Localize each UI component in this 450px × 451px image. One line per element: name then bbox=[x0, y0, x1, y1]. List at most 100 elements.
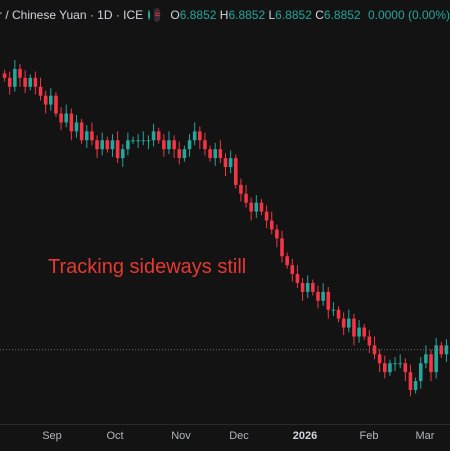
candle-series bbox=[2, 60, 449, 397]
candle-body bbox=[18, 68, 22, 78]
ohlc-values: O6.8852 H6.8852 L6.8852 C6.8852 0.0000 (… bbox=[170, 8, 450, 22]
close-value: 6.8852 bbox=[323, 8, 361, 22]
candle-body bbox=[285, 256, 289, 266]
candle-body bbox=[162, 140, 166, 150]
candle-body bbox=[388, 363, 392, 373]
candle-body bbox=[362, 327, 367, 337]
candle-body bbox=[228, 158, 233, 168]
candle-body bbox=[33, 77, 38, 87]
x-tick-label: Oct bbox=[106, 430, 124, 442]
candle-body bbox=[264, 211, 269, 221]
candle-body bbox=[347, 318, 351, 328]
close-label: C bbox=[315, 8, 324, 22]
candle-body bbox=[269, 220, 274, 230]
candle-body bbox=[172, 140, 176, 150]
candle-body bbox=[213, 149, 218, 159]
candle-body bbox=[249, 202, 253, 212]
candle-body bbox=[311, 282, 315, 292]
candle-body bbox=[151, 131, 156, 141]
high-label: H bbox=[219, 8, 229, 22]
candle-body bbox=[2, 73, 7, 78]
candle-body bbox=[336, 309, 341, 319]
candle-body bbox=[357, 327, 361, 337]
candle-body bbox=[59, 113, 63, 123]
candle-body bbox=[403, 363, 408, 373]
candle-body bbox=[275, 229, 279, 239]
candle-body bbox=[146, 140, 151, 142]
candle-body bbox=[187, 140, 192, 150]
candle-body bbox=[444, 345, 449, 355]
candle-body bbox=[377, 354, 382, 364]
candle-body bbox=[244, 193, 248, 203]
x-tick-label: Mar bbox=[415, 430, 435, 442]
candle-body bbox=[203, 140, 207, 150]
time-axis[interactable]: Sep Oct Nov Dec 2026 Feb Mar bbox=[0, 424, 450, 451]
candle-body bbox=[321, 291, 325, 301]
candle-body bbox=[131, 140, 135, 142]
candle-body bbox=[326, 291, 331, 310]
candle-body bbox=[49, 95, 53, 105]
x-tick-label: 2026 bbox=[292, 430, 318, 442]
chart-annotation[interactable]: Tracking sideways still bbox=[48, 256, 247, 278]
low-label: L bbox=[268, 8, 276, 22]
change-value: 0.0000 (0.00%) bbox=[367, 8, 450, 22]
candle-body bbox=[259, 202, 264, 212]
open-value: 6.8852 bbox=[179, 8, 217, 22]
candle-body bbox=[413, 381, 418, 390]
candle-body bbox=[367, 336, 372, 346]
high-value: 6.8852 bbox=[228, 8, 266, 22]
candle-body bbox=[382, 363, 387, 373]
candle-body bbox=[372, 345, 377, 355]
candle-body bbox=[223, 158, 228, 168]
candle-body bbox=[54, 95, 58, 114]
candle-body bbox=[393, 363, 397, 365]
candle-body bbox=[408, 372, 413, 390]
candle-body bbox=[100, 140, 104, 150]
candle-body bbox=[95, 140, 99, 150]
candle-body bbox=[254, 202, 259, 212]
symbol-legend[interactable]: r / Chinese Yuan · 1D · ICE ≈ O6.8852 H6… bbox=[0, 0, 450, 30]
candle-body bbox=[136, 140, 140, 142]
candle-body bbox=[429, 354, 433, 373]
candle-body bbox=[352, 318, 356, 337]
candle-body bbox=[79, 122, 84, 141]
candle-body bbox=[7, 77, 12, 87]
candle-body bbox=[331, 309, 336, 311]
candle-body bbox=[28, 77, 33, 87]
candle-body bbox=[110, 140, 115, 150]
candle-body bbox=[295, 274, 300, 283]
candle-body bbox=[38, 86, 43, 96]
candle-body bbox=[280, 238, 284, 257]
x-tick-label: Feb bbox=[359, 430, 379, 442]
market-status-dot bbox=[148, 10, 151, 20]
candle-body bbox=[64, 113, 69, 123]
candle-body bbox=[290, 265, 295, 275]
candle-body bbox=[126, 140, 130, 150]
candle-body bbox=[23, 77, 27, 87]
candle-body bbox=[74, 122, 79, 132]
wave-icon[interactable]: ≈ bbox=[154, 8, 161, 22]
candle-body bbox=[43, 95, 48, 105]
candle-body bbox=[177, 149, 182, 159]
candle-body bbox=[13, 68, 17, 87]
candle-body bbox=[398, 363, 402, 365]
candle-body bbox=[84, 131, 89, 141]
candle-body bbox=[239, 184, 243, 194]
candle-body bbox=[305, 282, 310, 292]
candle-body bbox=[418, 363, 423, 382]
candle-body bbox=[156, 131, 161, 141]
low-value: 6.8852 bbox=[275, 8, 312, 22]
candle-body bbox=[90, 131, 94, 141]
candle-body bbox=[192, 131, 197, 141]
candle-body bbox=[198, 131, 202, 141]
price-chart[interactable] bbox=[0, 0, 450, 424]
candle-body bbox=[120, 149, 125, 159]
candle-body bbox=[434, 345, 438, 373]
symbol-title[interactable]: r / Chinese Yuan · 1D · ICE bbox=[0, 8, 144, 22]
candle-body bbox=[141, 140, 146, 142]
candle-body bbox=[167, 140, 171, 150]
x-tick-label: Nov bbox=[171, 430, 191, 442]
candle-body bbox=[69, 113, 74, 132]
candle-body bbox=[115, 140, 120, 159]
x-tick-label: Sep bbox=[42, 430, 62, 442]
